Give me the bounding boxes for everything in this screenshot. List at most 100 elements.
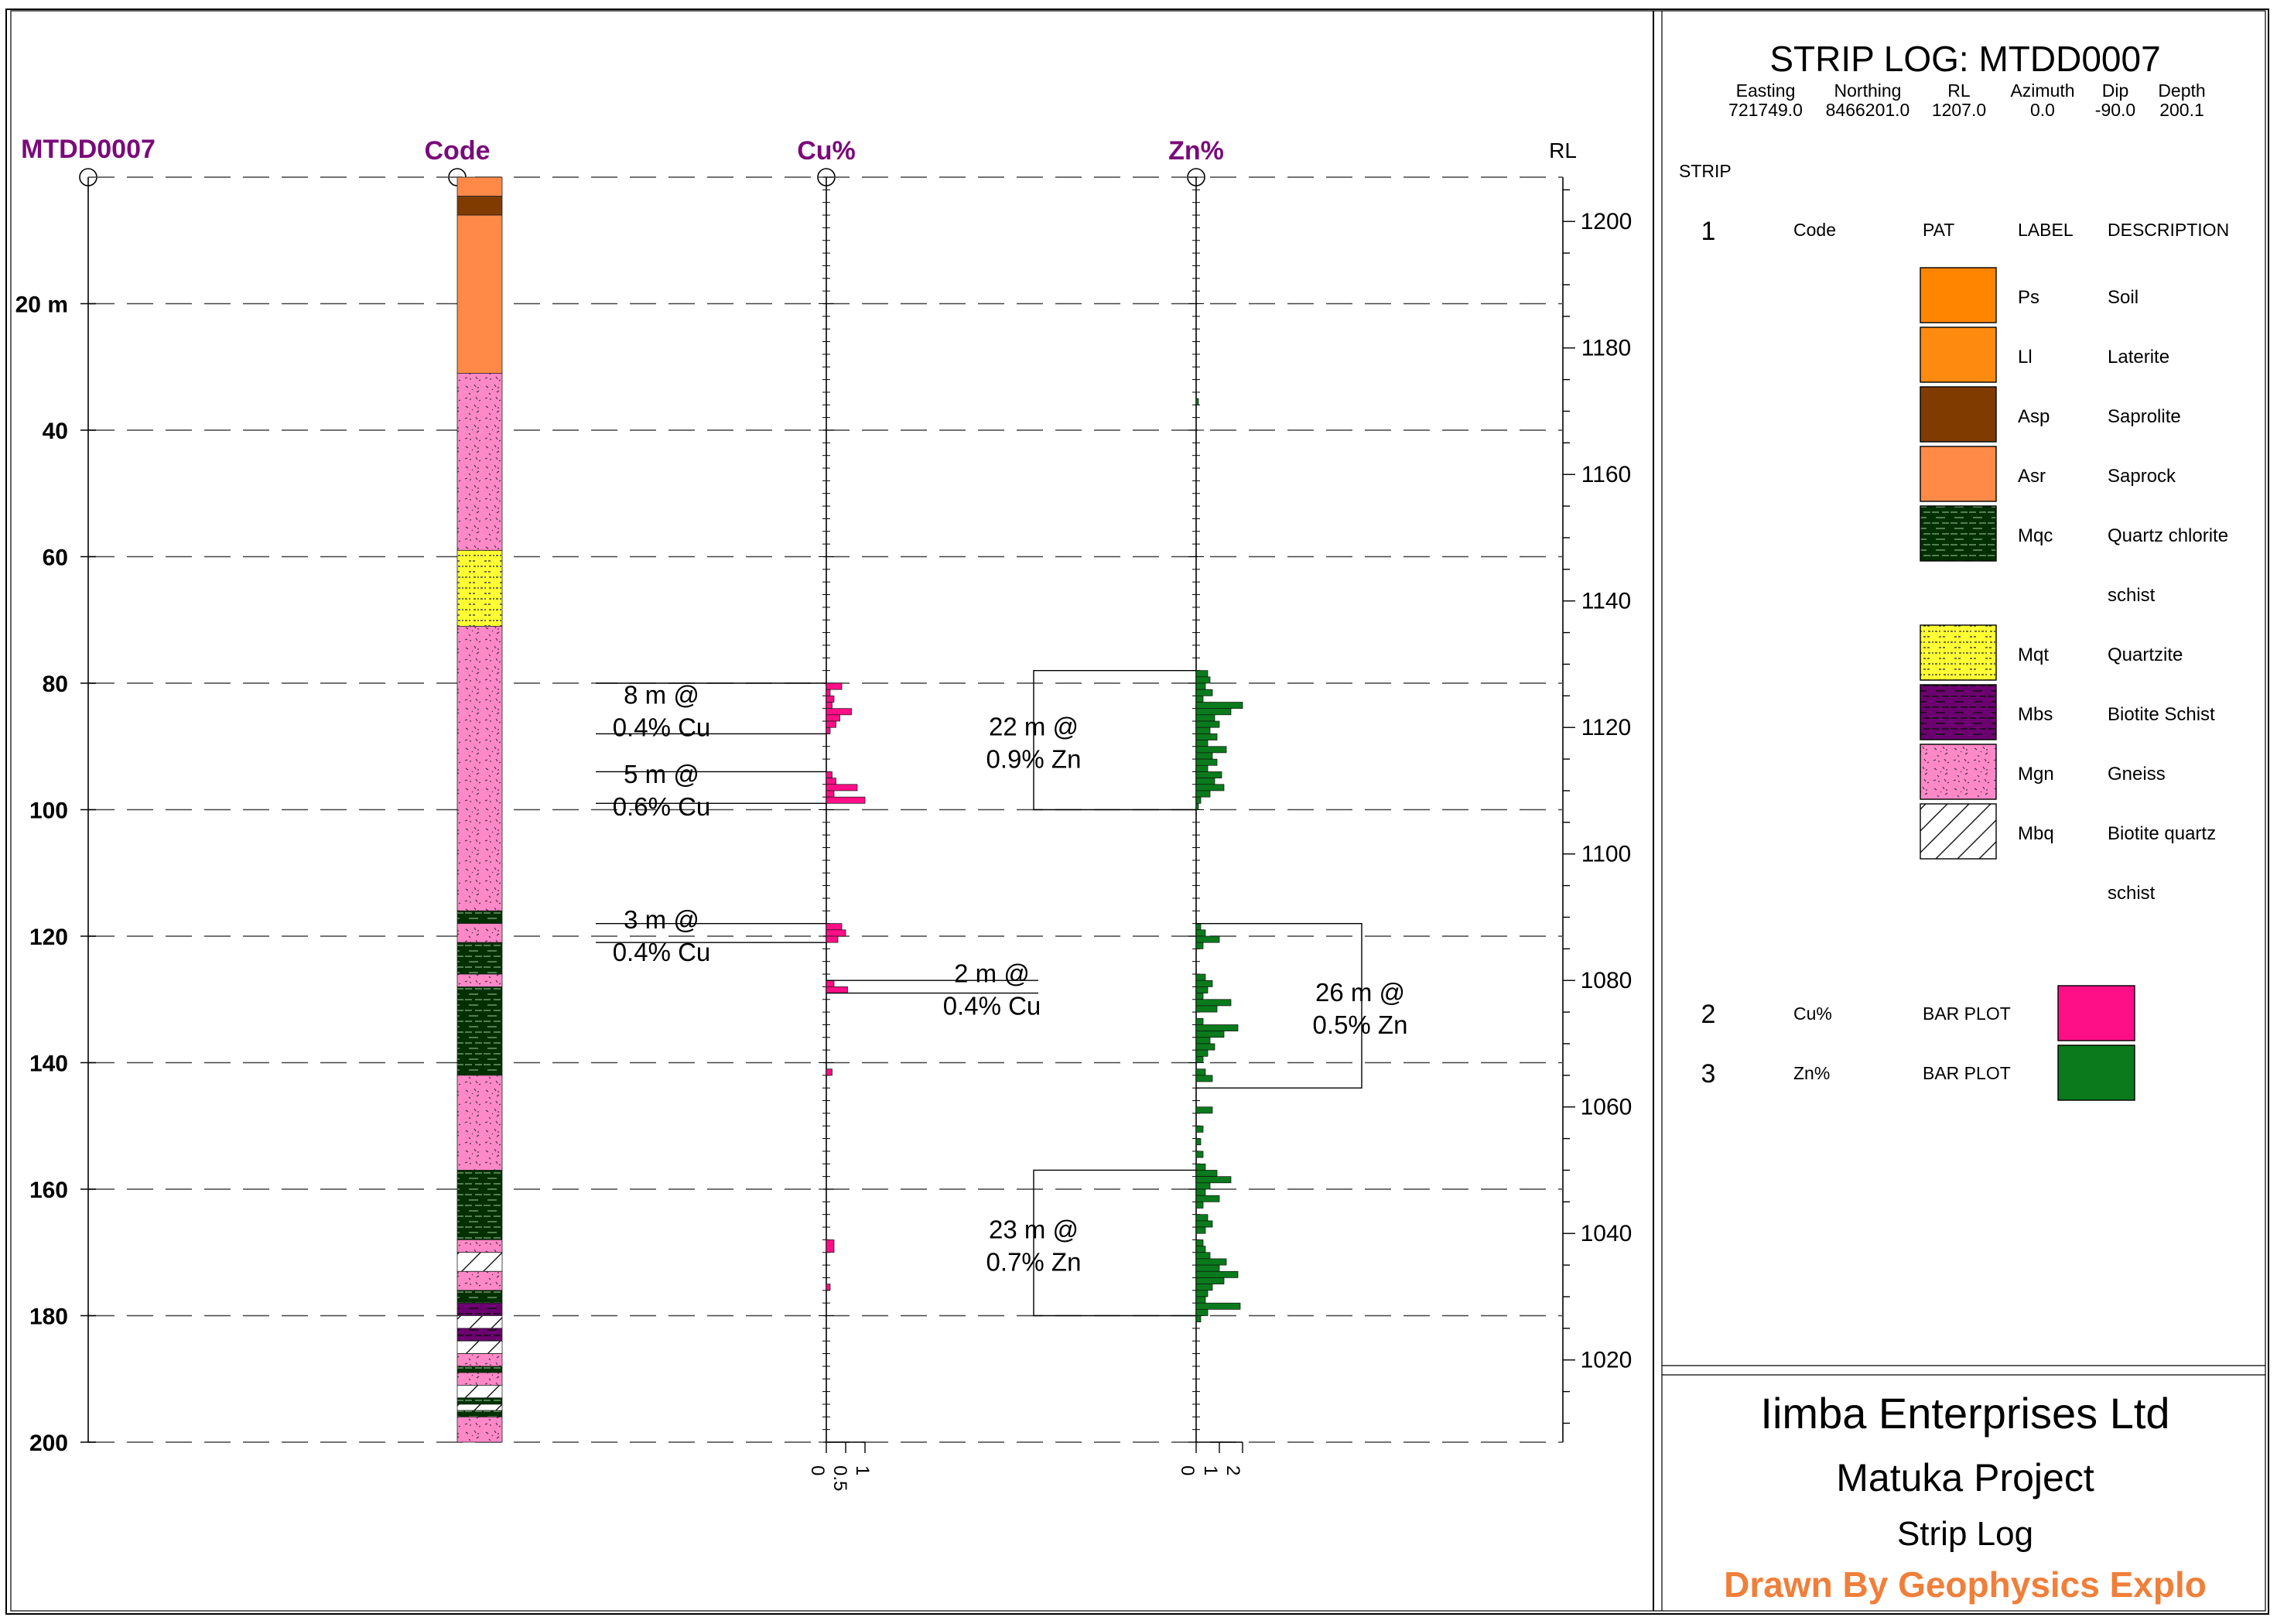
page-inner-border xyxy=(10,10,2266,1612)
legend-strip-number: 2 xyxy=(1701,1000,1716,1029)
zn-bar xyxy=(1195,758,1218,766)
lithology-interval-mbq xyxy=(456,1315,503,1329)
zn-bar xyxy=(1195,1239,1204,1246)
cu-bar xyxy=(826,790,835,798)
zn-bar xyxy=(1195,1049,1209,1057)
lithology-interval-mqc xyxy=(456,986,503,1076)
legend-item-label: Ps xyxy=(2018,287,2039,308)
rl-label: 1100 xyxy=(1581,842,1632,867)
legend-swatch-asp xyxy=(1920,386,1997,443)
zn-bar xyxy=(1195,1055,1204,1063)
intercept-label-line1: 3 m @ xyxy=(624,905,699,934)
lithology-interval-mgn xyxy=(456,1353,503,1367)
zn-bar xyxy=(1195,1150,1204,1158)
zn-bar xyxy=(1195,1037,1211,1044)
zn-bar xyxy=(1195,771,1222,778)
cu-bar xyxy=(826,980,835,987)
depth-label: 40 xyxy=(43,419,68,444)
zn-scale-label: 1 xyxy=(1200,1465,1221,1475)
zn-bar xyxy=(1195,973,1206,981)
intercept-label-line2: 0.5% Zn xyxy=(1313,1010,1408,1039)
collar-value: 1207.0 xyxy=(1932,100,1986,120)
cu-bar xyxy=(826,714,840,722)
lithology-interval-mgn xyxy=(456,373,503,551)
collar-value: -90.0 xyxy=(2095,100,2135,120)
depth-label: 180 xyxy=(29,1304,68,1330)
zn-bar xyxy=(1195,1258,1227,1266)
legend-item-description: Laterite xyxy=(2108,347,2169,368)
zn-bar xyxy=(1195,935,1220,943)
collar-label: Depth xyxy=(2158,80,2205,101)
legend-barplot-code: Cu% xyxy=(1793,1003,1832,1024)
zn-bar xyxy=(1195,764,1209,772)
lithology-interval-mbs xyxy=(456,1328,503,1342)
zn-bar xyxy=(1195,1284,1213,1291)
zn-bar xyxy=(1195,1138,1202,1146)
zn-bar xyxy=(1195,1125,1204,1133)
legend-item-label: Mbs xyxy=(2018,704,2053,725)
legend-item-label: Asp xyxy=(2018,406,2050,427)
cu-bar xyxy=(826,778,836,785)
cu-bar xyxy=(826,720,836,728)
cu-bar xyxy=(826,1068,833,1076)
intercept-label-line2: 0.4% Cu xyxy=(613,938,711,966)
lithology-interval-asp xyxy=(456,196,503,216)
depth-label: 140 xyxy=(29,1051,68,1077)
rl-label: 1040 xyxy=(1581,1221,1633,1246)
zn-bar xyxy=(1195,1195,1220,1202)
zn-bar xyxy=(1195,986,1209,993)
zn-bar xyxy=(1195,1163,1206,1171)
legend-strip-number: 3 xyxy=(1701,1059,1716,1089)
lithology-interval-mgn xyxy=(456,1239,503,1253)
lithology-interval-mqc xyxy=(456,1290,503,1304)
rl-track-header: RL xyxy=(1549,138,1577,162)
legend-item-description: Biotite quartz xyxy=(2108,823,2216,844)
lithology-interval-mbq xyxy=(456,1252,503,1272)
collar-label: Northing xyxy=(1834,80,1902,101)
zn-scale-label: 0 xyxy=(1177,1465,1198,1475)
rl-label: 1020 xyxy=(1581,1348,1633,1373)
legend-barplot-type: BAR PLOT xyxy=(1923,1063,2011,1083)
legend-item-label: Mgn xyxy=(2018,764,2054,785)
zn-bar xyxy=(1195,1264,1220,1272)
lithology-interval-mgn xyxy=(456,1075,503,1171)
legend-item-description: Biotite Schist xyxy=(2108,704,2215,725)
cu-bar xyxy=(826,986,848,993)
legend-bar-plots: 2 Cu% BAR PLOT 3 Zn% BAR PLOT xyxy=(1701,985,2135,1101)
zn-bar xyxy=(1195,1176,1232,1184)
intercept-label-line2: 0.4% Cu xyxy=(943,991,1041,1020)
zn-bar xyxy=(1195,727,1211,734)
collar-value: 200.1 xyxy=(2159,100,2204,120)
legend-col-pat: PAT xyxy=(1923,220,1954,240)
project-name: Matuka Project xyxy=(1836,1456,2094,1499)
rl-label: 1080 xyxy=(1581,968,1633,993)
zn-bar xyxy=(1195,1226,1206,1234)
zn-track-header: Zn% xyxy=(1168,136,1224,166)
zn-bar xyxy=(1195,1188,1206,1196)
legend-item-description: Quartz chlorite xyxy=(2108,525,2228,546)
zn-scale-label: 2 xyxy=(1222,1465,1243,1475)
zn-bar xyxy=(1195,1182,1211,1190)
cu-bar xyxy=(826,935,839,943)
collar-label: Easting xyxy=(1736,80,1796,101)
lithology-interval-mbq xyxy=(456,1340,503,1354)
lithology-interval-mqc xyxy=(456,1410,503,1417)
legend-col-label: LABEL xyxy=(2018,220,2074,240)
zn-bar xyxy=(1195,1068,1206,1076)
collar-info: Easting 721749.0 Northing 8466201.0 RL 1… xyxy=(1728,80,2206,120)
intercept-label-line1: 22 m @ xyxy=(989,713,1079,741)
depth-label: 120 xyxy=(29,925,68,950)
depth-label: 60 xyxy=(43,545,68,571)
legend-swatch-mbs xyxy=(1920,684,1997,740)
intercept-label-line2: 0.9% Zn xyxy=(986,745,1082,774)
collar-value: 8466201.0 xyxy=(1826,100,1910,120)
intercept-label-line1: 23 m @ xyxy=(989,1215,1079,1243)
lithology-interval-mqt xyxy=(456,549,503,627)
lithology-interval-asr xyxy=(456,176,503,197)
lithology-interval-mqc xyxy=(456,1170,503,1240)
depth-label: 100 xyxy=(29,798,68,824)
lithology-interval-asr xyxy=(456,214,503,374)
zn-bar xyxy=(1195,1290,1209,1297)
zn-bar xyxy=(1195,1308,1209,1316)
